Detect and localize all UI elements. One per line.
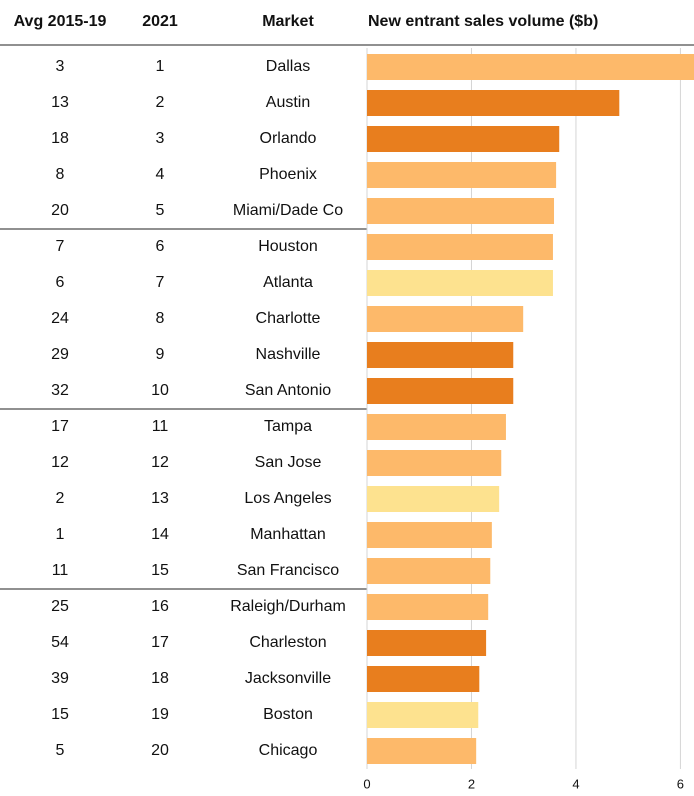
avg-rank: 12 xyxy=(51,454,69,471)
bar xyxy=(367,450,502,476)
rank-2021: 12 xyxy=(151,454,169,471)
avg-rank: 8 xyxy=(56,166,65,183)
market-label: Nashville xyxy=(256,346,321,363)
bar xyxy=(367,54,694,80)
rank-2021: 18 xyxy=(151,670,169,687)
x-tick-label: 0 xyxy=(363,776,370,791)
market-label: Los Angeles xyxy=(244,490,331,507)
rank-2021: 9 xyxy=(156,346,165,363)
market-label: Raleigh/Durham xyxy=(230,598,346,615)
avg-rank: 54 xyxy=(51,634,69,651)
rank-2021: 8 xyxy=(156,310,165,327)
bar xyxy=(367,486,500,512)
rank-2021: 7 xyxy=(156,274,165,291)
avg-rank: 2 xyxy=(56,490,65,507)
avg-rank: 25 xyxy=(51,598,69,615)
avg-rank: 15 xyxy=(51,706,69,723)
rank-2021: 20 xyxy=(151,742,169,759)
market-label: Charlotte xyxy=(256,310,321,327)
bar xyxy=(367,666,480,692)
rank-2021: 5 xyxy=(156,202,165,219)
bar xyxy=(367,234,553,260)
x-tick-label: 2 xyxy=(468,776,475,791)
rank-2021: 16 xyxy=(151,598,169,615)
avg-rank: 18 xyxy=(51,130,69,147)
rank-2021: 19 xyxy=(151,706,169,723)
rank-2021: 11 xyxy=(152,418,169,435)
avg-rank: 29 xyxy=(51,346,69,363)
avg-rank: 1 xyxy=(56,526,65,543)
market-label: Tampa xyxy=(264,418,312,435)
market-label: Jacksonville xyxy=(245,670,331,687)
market-label: San Francisco xyxy=(237,562,339,579)
market-label: Miami/Dade Co xyxy=(233,202,343,219)
bar xyxy=(367,378,514,404)
rank-2021: 4 xyxy=(156,166,165,183)
bar xyxy=(367,90,620,116)
avg-rank: 32 xyxy=(51,382,69,399)
column-header: New entrant sales volume ($b) xyxy=(368,13,598,30)
x-tick-label: 4 xyxy=(572,776,579,791)
column-header: Market xyxy=(262,13,314,30)
bar xyxy=(367,162,557,188)
avg-rank: 39 xyxy=(51,670,69,687)
market-label: Phoenix xyxy=(259,166,317,183)
market-label: Dallas xyxy=(266,58,310,75)
rank-2021: 1 xyxy=(156,58,165,75)
bar xyxy=(367,702,479,728)
avg-rank: 24 xyxy=(51,310,69,327)
bar xyxy=(367,126,560,152)
bar xyxy=(367,306,524,332)
bar xyxy=(367,738,477,764)
bar xyxy=(367,594,489,620)
rank-2021: 2 xyxy=(156,94,165,111)
bar xyxy=(367,630,487,656)
market-label: Charleston xyxy=(249,634,326,651)
avg-rank: 6 xyxy=(56,274,65,291)
column-header: 2021 xyxy=(142,13,178,30)
avg-rank: 13 xyxy=(51,94,69,111)
x-tick-label: 6 xyxy=(677,776,684,791)
rank-2021: 3 xyxy=(156,130,165,147)
market-label: Atlanta xyxy=(263,274,313,291)
market-label: Chicago xyxy=(259,742,318,759)
market-label: San Jose xyxy=(255,454,322,471)
rank-2021: 15 xyxy=(151,562,169,579)
bar xyxy=(367,522,492,548)
bar xyxy=(367,414,506,440)
market-label: Houston xyxy=(258,238,318,255)
market-label: Boston xyxy=(263,706,313,723)
avg-rank: 3 xyxy=(56,58,65,75)
avg-rank: 5 xyxy=(56,742,65,759)
rank-2021: 10 xyxy=(151,382,169,399)
bar xyxy=(367,198,555,224)
bar xyxy=(367,342,514,368)
rank-2021: 6 xyxy=(156,238,165,255)
bar xyxy=(367,270,553,296)
rank-2021: 13 xyxy=(151,490,169,507)
market-label: Austin xyxy=(266,94,310,111)
column-header: Avg 2015-19 xyxy=(14,13,107,30)
bar xyxy=(367,558,491,584)
market-label: San Antonio xyxy=(245,382,331,399)
rank-2021: 14 xyxy=(151,526,169,543)
avg-rank: 11 xyxy=(52,562,69,579)
rank-2021: 17 xyxy=(151,634,169,651)
market-label: Orlando xyxy=(260,130,317,147)
avg-rank: 7 xyxy=(56,238,65,255)
avg-rank: 20 xyxy=(51,202,69,219)
avg-rank: 17 xyxy=(51,418,69,435)
market-label: Manhattan xyxy=(250,526,326,543)
